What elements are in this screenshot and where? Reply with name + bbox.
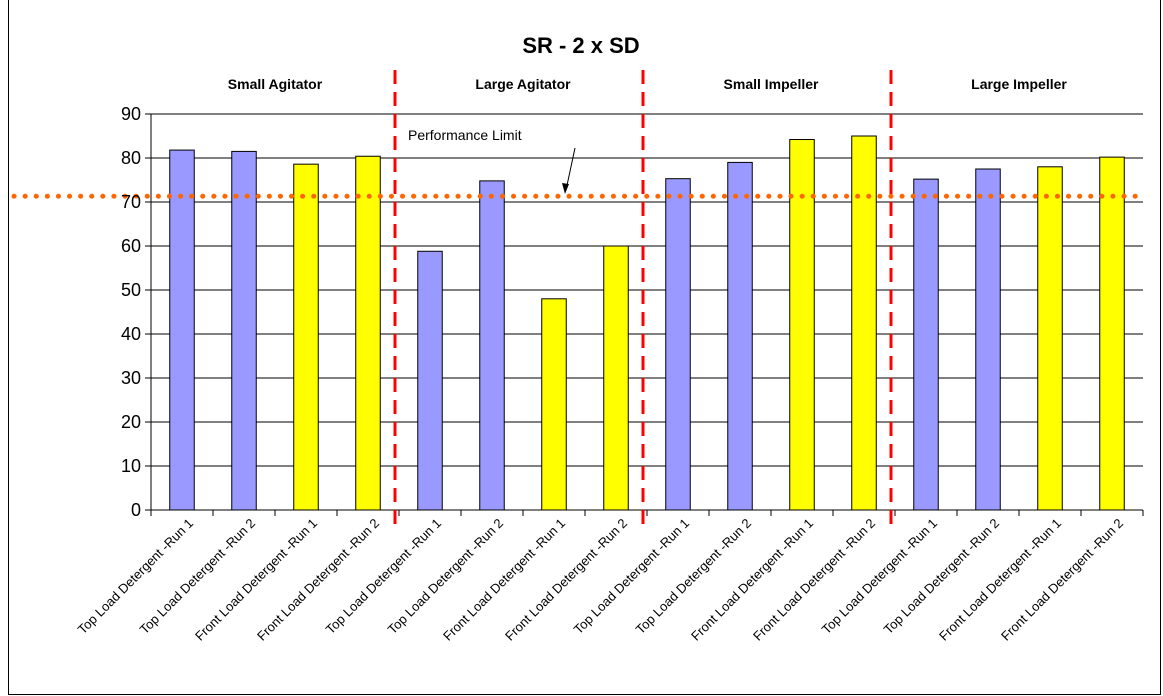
annotation-arrow-head (562, 183, 569, 194)
y-tick-label: 30 (121, 368, 141, 388)
x-tick-label: Front Load Detergent -Run 1 (936, 516, 1064, 644)
bar (1037, 166, 1063, 511)
y-tick-label: 50 (121, 280, 141, 300)
group-label: Large Agitator (475, 76, 571, 92)
group-separators (393, 70, 893, 532)
y-tick-label: 60 (121, 236, 141, 256)
bar (665, 178, 691, 511)
bar (169, 149, 195, 511)
x-tick-label: Front Load Detergent -Run 2 (998, 516, 1126, 644)
x-tick-label: Top Load Detergent -Run 1 (323, 516, 445, 638)
bar (603, 245, 629, 511)
performance-limit-label: Performance Limit (408, 127, 522, 143)
axes (145, 113, 1144, 516)
x-tick-label: Top Load Detergent -Run 2 (385, 516, 507, 638)
bar (913, 178, 939, 511)
bar (479, 180, 505, 511)
y-tick-label: 80 (121, 148, 141, 168)
y-tick-label: 10 (121, 456, 141, 476)
y-tick-labels: 0 10 20 30 40 50 60 70 80 90 (121, 104, 141, 520)
bars (169, 135, 1125, 511)
bar (1099, 156, 1125, 511)
x-tick-label: Top Load Detergent -Run 1 (571, 516, 693, 638)
x-tick-label: Top Load Detergent -Run 1 (75, 516, 197, 638)
x-tick-label: Top Load Detergent -Run 2 (633, 516, 755, 638)
bar (355, 155, 381, 511)
y-tick-label: 40 (121, 324, 141, 344)
x-tick-label: Front Load Detergent -Run 2 (750, 516, 878, 644)
bar (851, 135, 877, 511)
y-tick-label: 90 (121, 104, 141, 124)
x-tick-label: Front Load Detergent -Run 1 (192, 516, 320, 644)
bar (975, 168, 1001, 511)
chart-frame (8, 0, 1161, 695)
y-tick-label: 70 (121, 192, 141, 212)
bar (293, 163, 319, 511)
chart-title: SR - 2 x SD (522, 33, 639, 58)
group-labels: Small Agitator Large Agitator Small Impell… (228, 76, 1068, 92)
bar (541, 298, 567, 511)
x-tick-label: Front Load Detergent -Run 1 (440, 516, 568, 644)
bar (727, 161, 753, 511)
bar (789, 139, 815, 511)
annotation: Performance Limit (408, 127, 576, 194)
annotation-arrow-line (565, 147, 576, 191)
x-tick-label: Top Load Detergent -Run 1 (819, 516, 941, 638)
bar (417, 250, 443, 511)
group-label: Large Impeller (971, 76, 1067, 92)
y-tick-label: 0 (131, 500, 141, 520)
x-tick-label: Front Load Detergent -Run 2 (254, 516, 382, 644)
group-label: Small Impeller (724, 76, 819, 92)
x-tick-label: Front Load Detergent -Run 2 (502, 516, 630, 644)
y-tick-label: 20 (121, 412, 141, 432)
x-tick-label: Front Load Detergent -Run 1 (688, 516, 816, 644)
group-label: Small Agitator (228, 76, 323, 92)
x-tick-label: Top Load Detergent -Run 2 (137, 516, 259, 638)
bar (231, 150, 257, 511)
x-tick-label: Top Load Detergent -Run 2 (881, 516, 1003, 638)
